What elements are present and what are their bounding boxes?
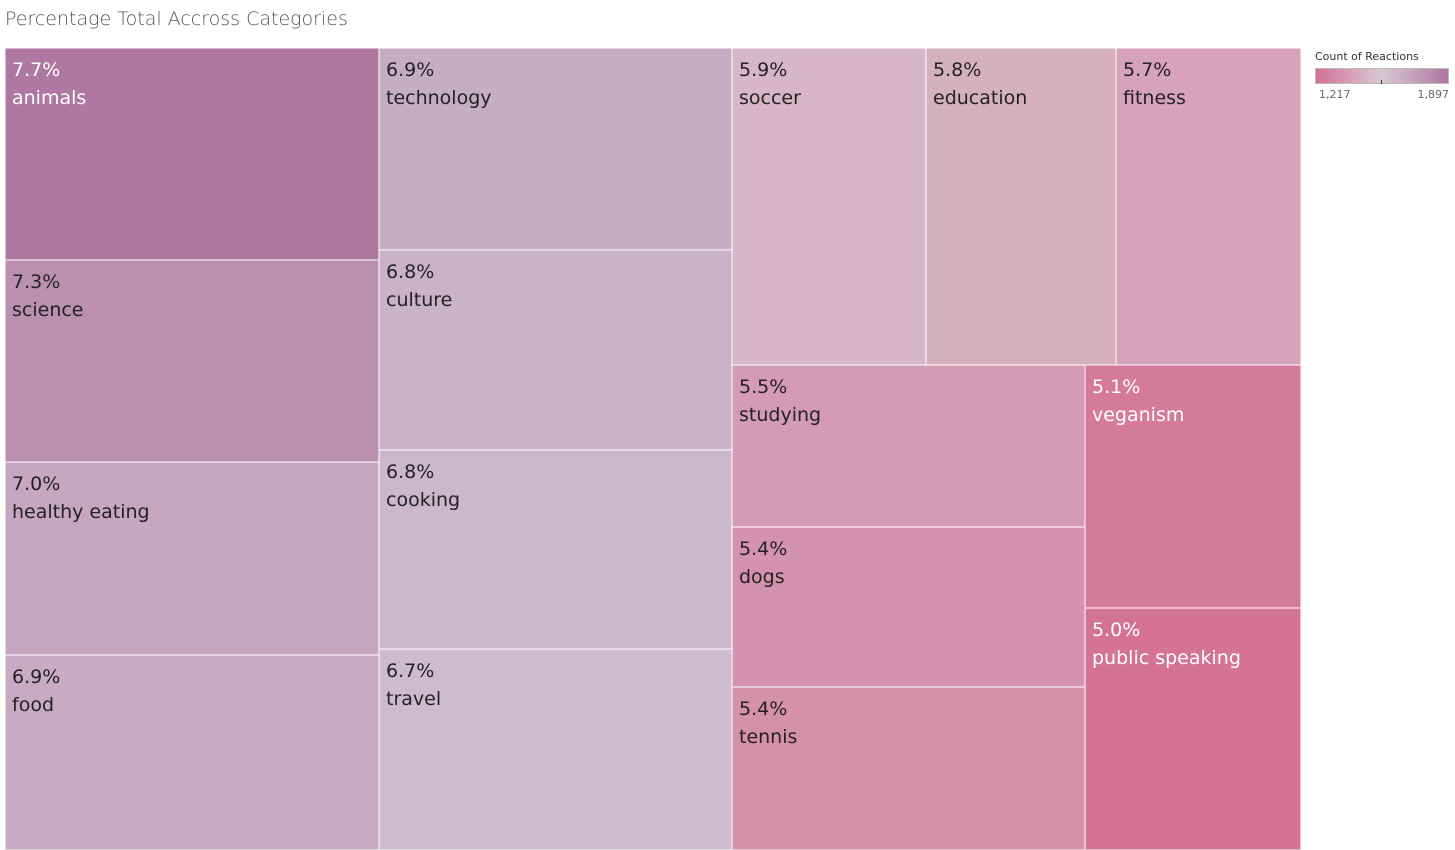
tile-rect-fitness (1115, 47, 1302, 366)
tile-science[interactable]: 7.3% science (4, 259, 380, 463)
tile-rect-public-speaking (1084, 607, 1302, 850)
tile-cooking[interactable]: 6.8% cooking (378, 449, 733, 650)
tile-category-label: veganism (1092, 404, 1184, 426)
tile-travel[interactable]: 6.7% travel (378, 648, 733, 850)
tile-percent-label: 6.9% (12, 666, 60, 688)
tile-percent-label: 7.7% (12, 59, 60, 81)
tile-percent-label: 6.8% (386, 261, 434, 283)
tile-percent-label: 6.9% (386, 59, 434, 81)
tile-rect-dogs (731, 526, 1086, 688)
tile-category-label: technology (386, 87, 492, 109)
tile-percent-label: 5.5% (739, 376, 787, 398)
tile-percent-label: 5.8% (933, 59, 981, 81)
chart-title: Percentage Total Accross Categories (5, 8, 348, 30)
tile-percent-label: 5.0% (1092, 619, 1140, 641)
tile-rect-science (4, 259, 380, 463)
tile-category-label: fitness (1123, 87, 1186, 109)
color-legend: Count of Reactions 1,217 1,897 (1315, 50, 1451, 101)
tile-rect-studying (731, 364, 1086, 528)
tile-percent-label: 5.9% (739, 59, 787, 81)
tile-percent-label: 5.4% (739, 538, 787, 560)
tile-rect-healthy-eating (4, 461, 380, 656)
tile-rect-animals (4, 47, 380, 261)
tile-percent-label: 7.3% (12, 271, 60, 293)
tile-rect-tennis (731, 686, 1086, 850)
treemap-chart: 7.7% animals 7.3% science 7.0% healthy eating… (4, 47, 1302, 850)
tile-percent-label: 5.7% (1123, 59, 1171, 81)
tile-category-label: soccer (739, 87, 801, 109)
tile-rect-veganism (1084, 364, 1302, 609)
tile-category-label: travel (386, 688, 441, 710)
tile-education[interactable]: 5.8% education (925, 47, 1117, 366)
legend-midpoint-tick (1381, 80, 1382, 84)
tile-tennis[interactable]: 5.4% tennis (731, 686, 1086, 850)
legend-min-label: 1,217 (1319, 88, 1351, 101)
tile-healthy-eating[interactable]: 7.0% healthy eating (4, 461, 380, 656)
legend-max-label: 1,897 (1417, 88, 1450, 101)
tile-public-speaking[interactable]: 5.0% public speaking (1084, 607, 1302, 850)
tile-category-label: dogs (739, 566, 785, 588)
tile-studying[interactable]: 5.5% studying (731, 364, 1086, 528)
legend-gradient-bar (1315, 68, 1449, 84)
tile-category-label: animals (12, 87, 86, 109)
tile-category-label: studying (739, 404, 821, 426)
tile-category-label: science (12, 299, 84, 321)
tile-veganism[interactable]: 5.1% veganism (1084, 364, 1302, 609)
tile-rect-education (925, 47, 1117, 366)
tile-rect-food (4, 654, 380, 850)
tile-category-label: cooking (386, 489, 460, 511)
legend-title: Count of Reactions (1315, 50, 1419, 63)
tile-category-label: public speaking (1092, 647, 1241, 669)
tile-culture[interactable]: 6.8% culture (378, 249, 733, 451)
tile-category-label: healthy eating (12, 501, 150, 523)
tile-rect-culture (378, 249, 733, 451)
tile-percent-label: 5.1% (1092, 376, 1140, 398)
tile-dogs[interactable]: 5.4% dogs (731, 526, 1086, 688)
tile-category-label: tennis (739, 726, 797, 748)
tile-food[interactable]: 6.9% food (4, 654, 380, 850)
tile-category-label: education (933, 87, 1027, 109)
tile-percent-label: 5.4% (739, 698, 787, 720)
tile-percent-label: 7.0% (12, 473, 60, 495)
tile-percent-label: 6.7% (386, 660, 434, 682)
tile-animals[interactable]: 7.7% animals (4, 47, 380, 261)
tile-soccer[interactable]: 5.9% soccer (731, 47, 927, 366)
tile-rect-travel (378, 648, 733, 850)
tile-technology[interactable]: 6.9% technology (378, 47, 733, 251)
tile-percent-label: 6.8% (386, 461, 434, 483)
tile-category-label: culture (386, 289, 452, 311)
tile-category-label: food (12, 694, 54, 716)
tile-fitness[interactable]: 5.7% fitness (1115, 47, 1302, 366)
